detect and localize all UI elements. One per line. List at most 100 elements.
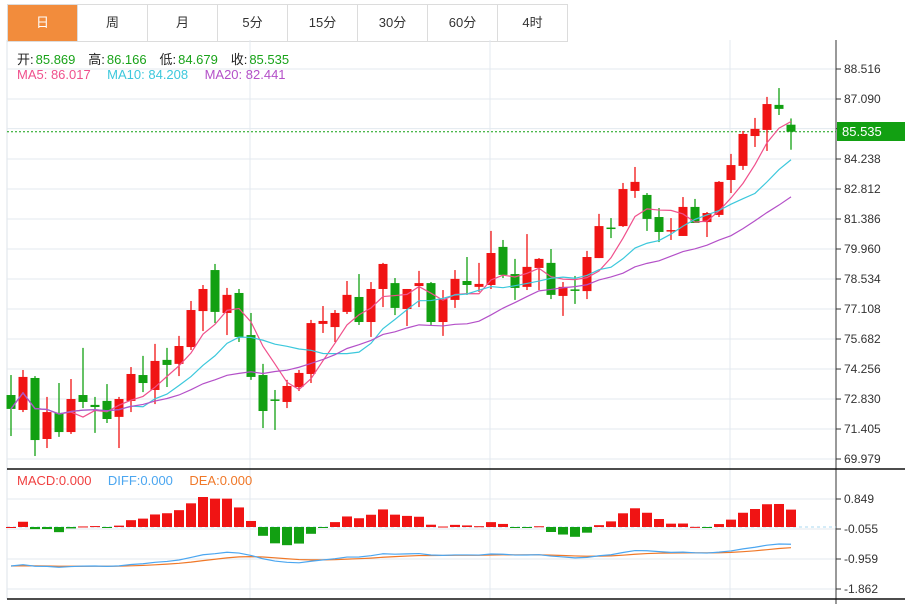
candle-body [678,206,688,236]
macd-bar [30,527,40,530]
open-label: 开: [17,52,34,67]
macd-bar [294,527,304,544]
ma-readout: MA5: 86.017 MA10: 84.208 MA20: 82.441 [17,67,288,82]
macd-bar [486,522,496,527]
macd-bar [282,527,292,546]
candle-body [210,270,220,312]
tab-day[interactable]: 日 [8,5,78,41]
candle-body [162,359,172,365]
macd-readout: MACD:0.000 DIFF:0.000 DEA:0.000 [17,473,254,488]
candle-body [558,286,568,296]
macd-bar [90,526,100,528]
macd-bar [138,518,148,527]
price-axis-label: 74.256 [844,362,881,376]
candle-body [246,335,256,377]
candle-body [702,213,712,223]
macd-bar [690,526,700,528]
macd-bar [594,525,604,527]
candle-body [762,104,772,130]
candle-body [642,194,652,219]
tab-week[interactable]: 周 [78,5,148,41]
macd-bar [162,513,172,527]
tab-month[interactable]: 月 [148,5,218,41]
macd-axis-label: -0.959 [844,552,878,566]
candle-body [774,104,784,109]
candle-body [234,292,244,337]
macd-bar [498,523,508,527]
macd-bar [414,516,424,527]
candle-body [462,280,472,285]
candle-body [750,128,760,137]
macd-value: MACD:0.000 [17,473,92,488]
ma20-value: MA20: 82.441 [204,67,286,82]
macd-bar [534,526,544,528]
macd-bar [78,526,88,528]
macd-bar [582,527,592,533]
ma5-value: MA5: 86.017 [17,67,91,82]
ma20-line [10,196,792,415]
macd-bar [726,519,736,527]
candle-body [306,323,316,374]
candle-body [630,181,640,191]
dea-line [10,547,792,567]
price-axis-label: 79.960 [844,242,881,256]
ma10-line [10,159,792,415]
macd-bar [630,508,640,527]
macd-bar [258,527,268,536]
candle-body [498,246,508,275]
macd-bar [438,526,448,528]
candle-body [342,294,352,312]
candle-body [714,181,724,215]
macd-bar [366,514,376,527]
candle-body [618,189,628,227]
tab-5min[interactable]: 5分 [218,5,288,41]
macd-bar [54,527,64,533]
macd-bar [342,516,352,527]
candle-body [354,296,364,323]
candle-body [66,399,76,433]
candle-body [90,404,100,408]
tab-30min[interactable]: 30分 [358,5,428,41]
low-value: 84.679 [178,52,218,67]
macd-bar [450,524,460,527]
macd-bar [390,514,400,527]
macd-bar [114,525,124,527]
candle-body [78,395,88,402]
tab-4hour[interactable]: 4时 [498,5,568,41]
candle-body [582,257,592,292]
candle-body [666,230,676,232]
candle-body [690,206,700,223]
tab-60min[interactable]: 60分 [428,5,498,41]
candle-body [738,133,748,166]
macd-axis-label: -1.862 [844,582,878,596]
macd-bar [330,522,340,527]
candle-body [102,400,112,420]
macd-bar [774,503,784,527]
price-axis-label: 69.979 [844,452,881,466]
candle-body [126,373,136,401]
macd-bar [522,527,532,528]
candle-body [486,253,496,285]
candle-body [222,294,232,313]
price-axis-label: 82.812 [844,182,881,196]
tab-15min[interactable]: 15分 [288,5,358,41]
macd-bar [126,520,136,527]
macd-bar [474,526,484,528]
candle-body [270,399,280,401]
high-label: 高: [88,52,105,67]
macd-axis-label: 0.849 [844,492,874,506]
price-axis-label: 72.830 [844,392,881,406]
candle-body [786,124,796,132]
macd-bar [246,520,256,527]
price-axis-label: 77.108 [844,302,881,316]
price-axis-label: 75.682 [844,332,881,346]
candle-body [198,288,208,312]
dea-value: DEA:0.000 [189,473,253,488]
macd-bar [738,512,748,527]
candle-body [654,217,664,232]
macd-bar [426,524,436,527]
macd-bar [678,523,688,527]
candle-body [294,372,304,388]
macd-bar [378,509,388,527]
